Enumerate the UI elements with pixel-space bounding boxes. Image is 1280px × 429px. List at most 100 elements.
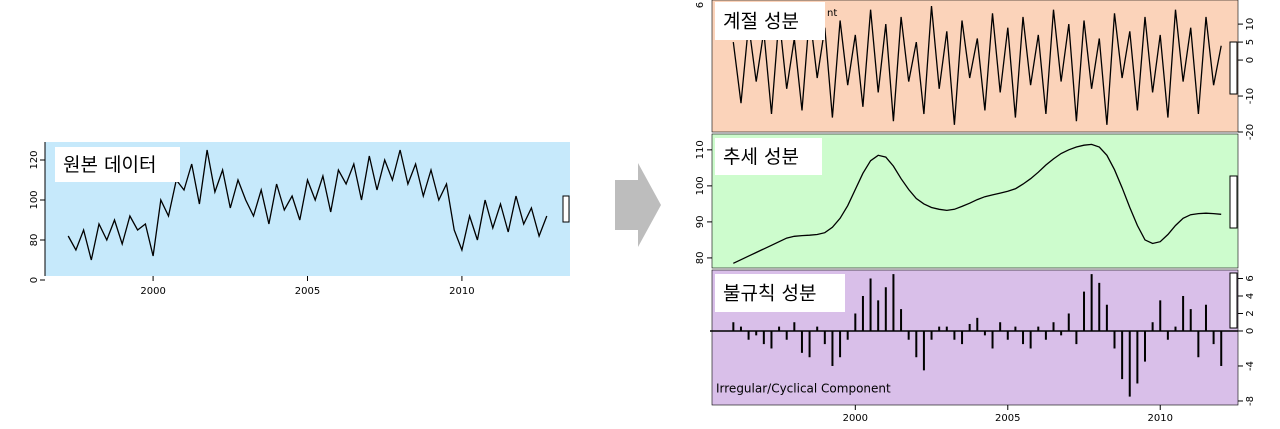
bar [762, 330, 765, 345]
bar [1014, 326, 1017, 331]
bar [785, 330, 788, 340]
bar [1121, 330, 1124, 380]
y-tick-label: 100 [695, 176, 706, 195]
bar [770, 330, 773, 349]
panel-label: 불규칙 성분 [723, 283, 816, 305]
data-line [733, 143, 1222, 264]
bar [1098, 282, 1101, 331]
bar [915, 330, 918, 358]
bar [945, 326, 948, 331]
bar [823, 330, 826, 345]
bar [846, 330, 849, 340]
bar [1083, 291, 1086, 331]
bar [747, 330, 750, 340]
bar [831, 330, 834, 366]
scale-bar [1229, 175, 1238, 229]
bar [1105, 304, 1108, 331]
label-box [55, 147, 180, 182]
x-tick-label: 2000 [140, 286, 165, 297]
bar [953, 330, 956, 340]
label-box [715, 2, 825, 40]
bar [922, 330, 925, 371]
arrow [615, 163, 661, 247]
bar [1090, 274, 1093, 331]
x-tick-label: 2000 [843, 413, 868, 424]
bar [1166, 330, 1169, 340]
bar [800, 330, 803, 353]
panel-label: 계절 성분 [723, 11, 799, 33]
bar [900, 309, 903, 331]
bar [1151, 322, 1154, 331]
y-tick-label: 6 [1245, 275, 1256, 281]
bar [854, 313, 857, 331]
bar [999, 322, 1002, 331]
y-tick-label: -8 [1245, 396, 1256, 406]
y-tick-label: 10 [1245, 18, 1256, 31]
bar [816, 326, 819, 331]
bar [1143, 330, 1146, 362]
y-tick-label: 0 [1245, 57, 1256, 63]
bar [991, 330, 994, 349]
bar [1212, 330, 1215, 345]
data-line [732, 6, 1222, 125]
y-tick-label: 0 [29, 277, 40, 283]
bar [793, 322, 796, 331]
bar [1136, 330, 1139, 384]
bar [1220, 330, 1223, 366]
panel-label: 추세 성분 [723, 146, 799, 168]
x-tick-label: 2010 [1148, 413, 1173, 424]
scale-bar [562, 195, 570, 223]
bar [808, 330, 811, 358]
y-tick-label: 4 [1245, 293, 1256, 299]
bar [877, 300, 880, 331]
x-tick-label: 2005 [295, 286, 320, 297]
bar [739, 326, 742, 331]
bar [1113, 330, 1116, 349]
bar [1204, 304, 1207, 331]
bar [1067, 313, 1070, 331]
x-tick-label: 2005 [995, 413, 1020, 424]
annotation: Irregular/Cyclical Component [716, 382, 891, 396]
bar [1174, 326, 1177, 331]
y-tick-label: 0 [1245, 328, 1256, 334]
bar [976, 317, 979, 331]
x-tick-label: 2010 [449, 286, 474, 297]
y-tick-label: 120 [29, 150, 40, 169]
bar [892, 274, 895, 331]
bar [861, 295, 864, 331]
y-tick-label: -20 [1245, 124, 1256, 140]
bar [983, 330, 986, 336]
bar [1075, 330, 1078, 345]
annotation: nt [827, 8, 837, 19]
bar [938, 326, 941, 331]
label-box [715, 138, 822, 175]
y-tick-label: 90 [695, 216, 706, 229]
bar [1197, 330, 1200, 358]
y-tick-label: 100 [29, 190, 40, 209]
y-tick-label: 80 [695, 252, 706, 265]
bar [1029, 330, 1032, 349]
y-tick-label: -10 [1245, 88, 1256, 104]
panel-label: 원본 데이터 [63, 154, 156, 176]
bar [907, 330, 910, 340]
y-tick-label: -4 [1245, 361, 1256, 371]
bar [1159, 300, 1162, 331]
label-box [715, 274, 845, 312]
bar [1022, 330, 1025, 345]
bar [1128, 330, 1131, 397]
y-tick-label: 6 [695, 2, 706, 8]
y-tick-label: 5 [1245, 39, 1256, 45]
bar [968, 323, 971, 331]
bar [755, 330, 758, 336]
bar [869, 278, 872, 331]
y-tick-label: 2 [1245, 310, 1256, 316]
bar [961, 330, 964, 345]
data-line [67, 149, 548, 261]
bar [930, 330, 933, 340]
scale-bar [1229, 41, 1238, 95]
y-tick-label: 80 [29, 234, 40, 247]
bar [1044, 330, 1047, 340]
bar [1006, 330, 1009, 340]
bar [1052, 322, 1055, 331]
bar [1189, 309, 1192, 331]
